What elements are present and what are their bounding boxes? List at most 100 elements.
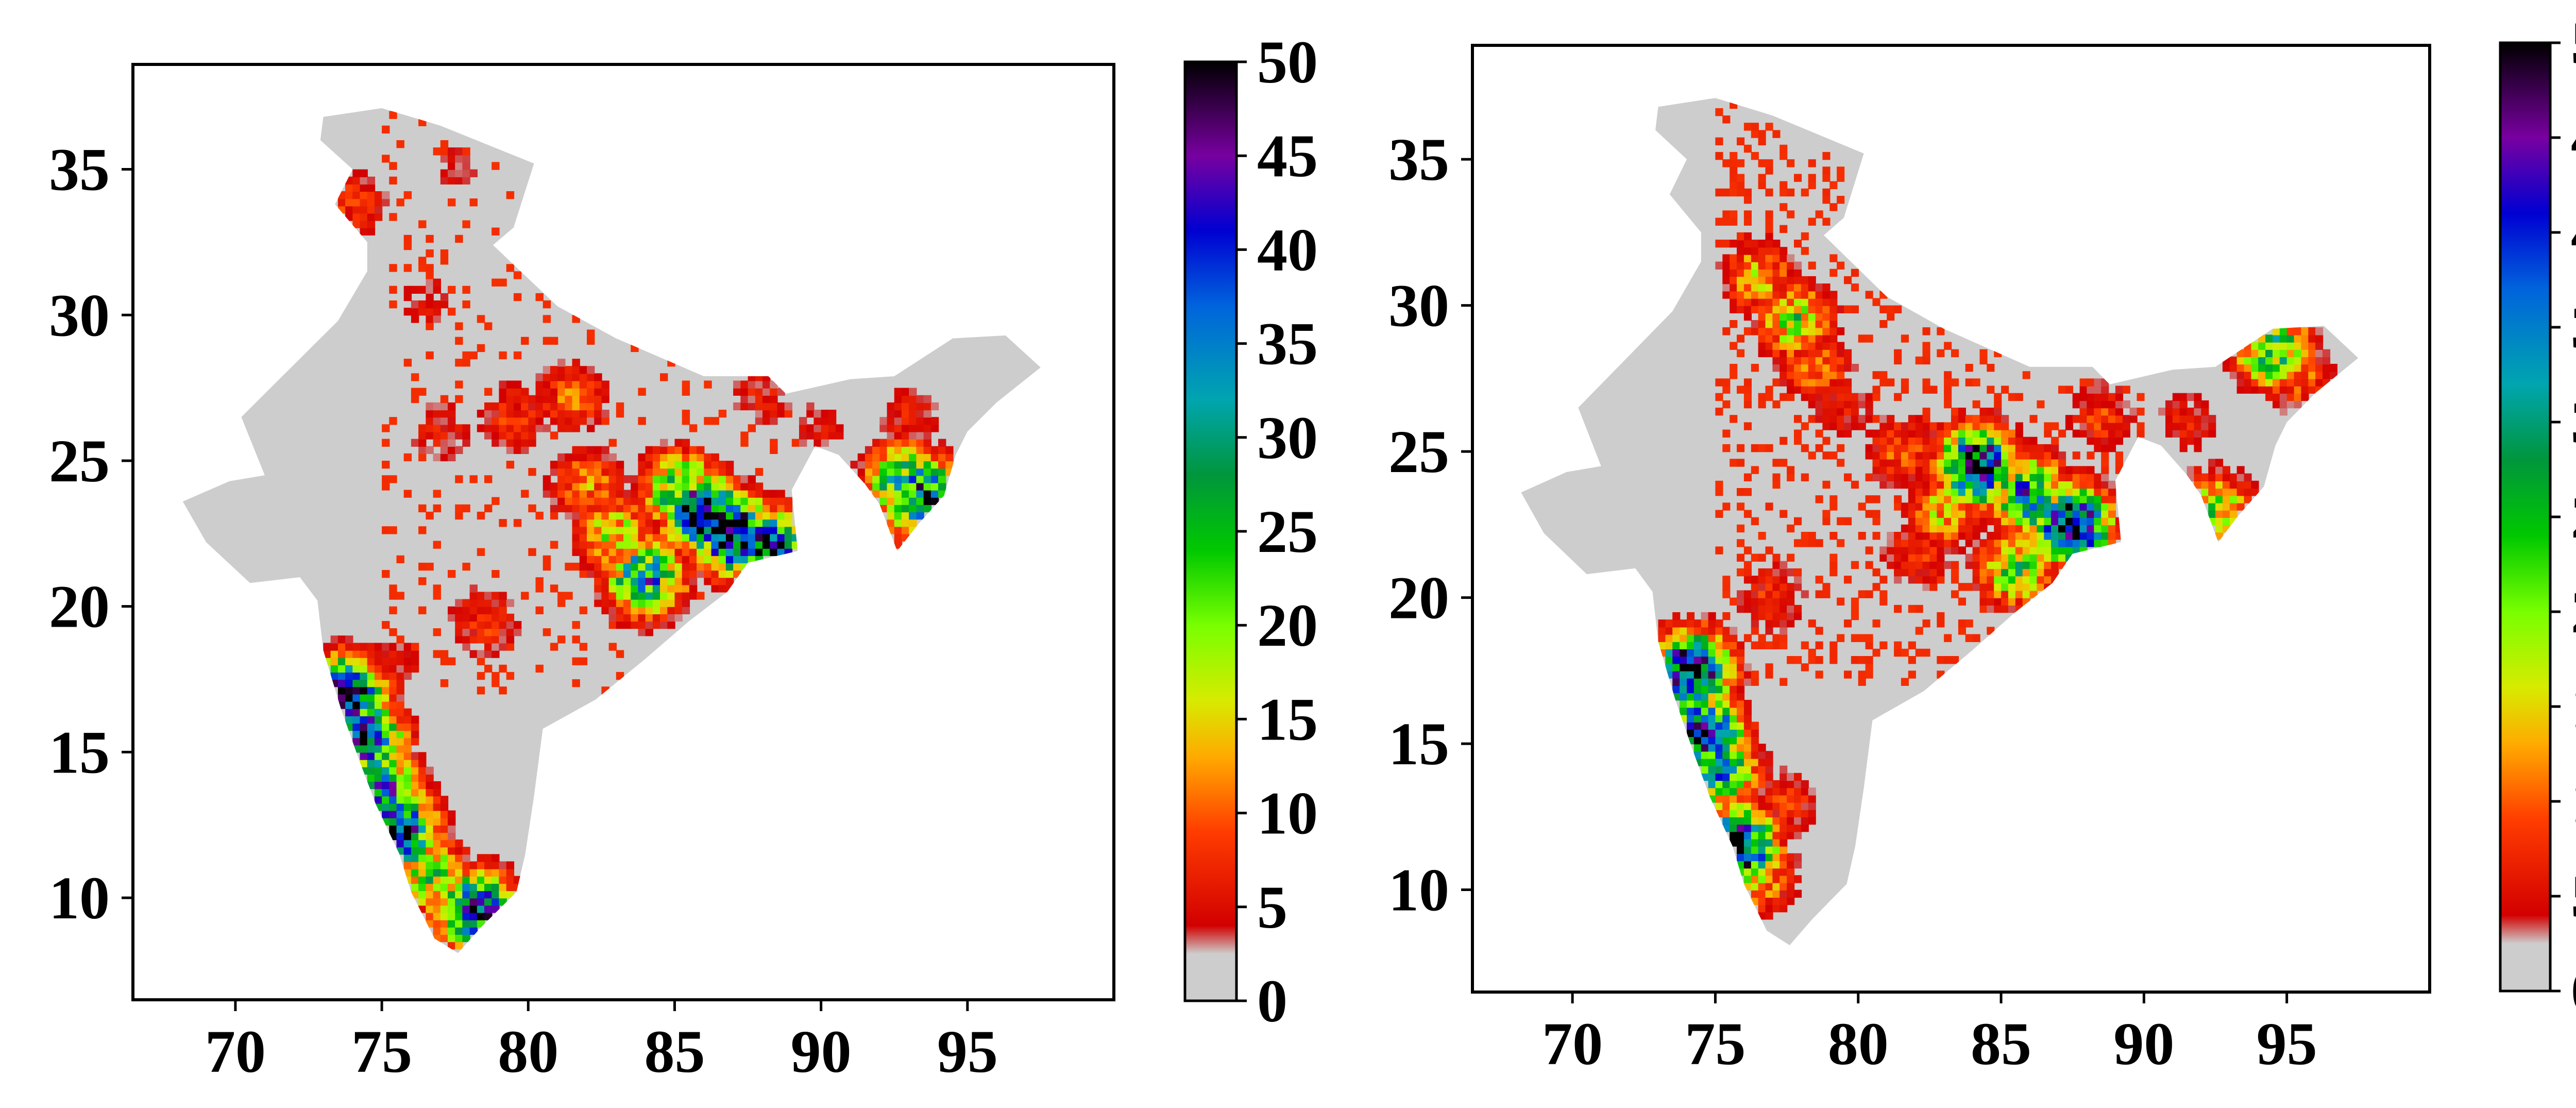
heatmap-cell <box>1987 473 1995 481</box>
heatmap-cell <box>1872 298 1880 306</box>
heatmap-cell <box>1987 576 1995 584</box>
heatmap-cell <box>1908 546 1916 555</box>
heatmap-cell <box>1794 364 1802 372</box>
heatmap-cell <box>1858 400 1866 409</box>
heatmap-cell <box>403 774 412 782</box>
heatmap-cell <box>791 541 800 549</box>
heatmap-cell <box>389 475 397 483</box>
heatmap-cell <box>755 482 764 491</box>
heatmap-cell <box>448 162 456 170</box>
heatmap-cell <box>1715 787 1723 796</box>
heatmap-cell <box>682 570 690 578</box>
heatmap-cell <box>330 650 338 658</box>
heatmap-cell <box>740 482 749 491</box>
heatmap-cell <box>433 781 441 790</box>
heatmap-cell <box>1693 641 1702 649</box>
heatmap-cell <box>1958 619 1966 628</box>
heatmap-cell <box>718 577 727 585</box>
heatmap-cell <box>1693 751 1702 759</box>
heatmap-cell <box>579 533 588 542</box>
heatmap-cell <box>2323 356 2331 365</box>
heatmap-cell <box>608 490 617 498</box>
heatmap-cell <box>2301 364 2309 372</box>
heatmap-cell <box>608 613 617 622</box>
heatmap-cell <box>770 548 778 556</box>
heatmap-cell <box>1787 254 1795 262</box>
heatmap-cell <box>396 810 404 818</box>
heatmap-cell <box>2279 327 2287 335</box>
heatmap-cell <box>565 497 573 505</box>
heatmap-cell <box>572 410 580 418</box>
heatmap-cell <box>1780 641 1788 649</box>
heatmap-cell <box>418 431 427 440</box>
heatmap-cell <box>2236 371 2245 379</box>
heatmap-cell <box>337 694 346 702</box>
heatmap-cell <box>1780 364 1788 372</box>
heatmap-cell <box>367 206 376 214</box>
heatmap-cell <box>396 650 404 658</box>
heatmap-cell <box>1987 561 1995 569</box>
heatmap-cell <box>2179 429 2188 438</box>
heatmap-cell <box>718 519 727 527</box>
heatmap-cell <box>2065 524 2073 533</box>
heatmap-cell <box>1865 334 1873 343</box>
heatmap-cell <box>411 715 419 724</box>
heatmap-cell <box>513 431 522 440</box>
heatmap-cell <box>389 686 397 695</box>
heatmap-cell <box>777 526 785 534</box>
heatmap-cell <box>1951 415 1959 423</box>
heatmap-cell <box>440 679 449 687</box>
heatmap-cell <box>403 796 412 804</box>
heatmap-cell <box>1722 802 1731 810</box>
heatmap-cell <box>1901 553 1909 562</box>
heatmap-cell <box>2022 451 2030 460</box>
heatmap-cell <box>411 388 419 396</box>
heatmap-cell <box>1715 780 1723 788</box>
heatmap-cell <box>411 730 419 738</box>
heatmap-cell <box>462 912 470 920</box>
heatmap-cell <box>718 511 727 520</box>
heatmap-cell <box>2022 532 2030 540</box>
heatmap-cell <box>1730 758 1738 766</box>
heatmap-cell <box>2222 364 2230 372</box>
heatmap-cell <box>1743 634 1752 642</box>
heatmap-cell <box>2044 553 2052 562</box>
heatmap-cell <box>1794 860 1802 869</box>
heatmap-cell <box>777 541 785 549</box>
heatmap-cell <box>1751 305 1759 313</box>
heatmap-cell <box>1829 553 1838 562</box>
heatmap-cell <box>1979 444 1988 452</box>
heatmap-cell <box>484 475 493 483</box>
heatmap-cell <box>1972 473 1980 481</box>
heatmap-cell <box>1708 663 1716 671</box>
heatmap-cell <box>403 737 412 746</box>
heatmap-cell <box>2015 517 2023 526</box>
heatmap-cell <box>601 461 609 469</box>
heatmap-cell <box>865 475 873 483</box>
heatmap-cell <box>2122 422 2130 430</box>
heatmap-cell <box>1758 553 1766 562</box>
heatmap-cell <box>1701 627 1709 635</box>
heatmap-cell <box>1672 634 1681 642</box>
heatmap-cell <box>2001 532 2009 540</box>
heatmap-cell <box>2008 495 2016 503</box>
heatmap-cell <box>2058 532 2066 540</box>
heatmap-cell <box>418 840 427 848</box>
heatmap-cell <box>645 555 653 563</box>
heatmap-cell <box>1829 408 1838 416</box>
heatmap-cell <box>725 555 734 563</box>
heatmap-cell <box>2244 342 2252 350</box>
heatmap-cell <box>704 570 712 578</box>
x-tick-label: 85 <box>644 1018 705 1085</box>
heatmap-cell <box>1972 583 1980 591</box>
heatmap-cell <box>594 490 602 498</box>
heatmap-cell <box>608 533 617 542</box>
heatmap-cell <box>513 519 522 527</box>
heatmap-cell <box>1901 422 1909 430</box>
heatmap-cell <box>1751 678 1759 686</box>
heatmap-cell <box>733 388 741 396</box>
heatmap-cell <box>1715 378 1723 387</box>
heatmap-cell <box>887 402 895 411</box>
heatmap-cell <box>930 402 939 411</box>
heatmap-cell <box>1951 444 1959 452</box>
